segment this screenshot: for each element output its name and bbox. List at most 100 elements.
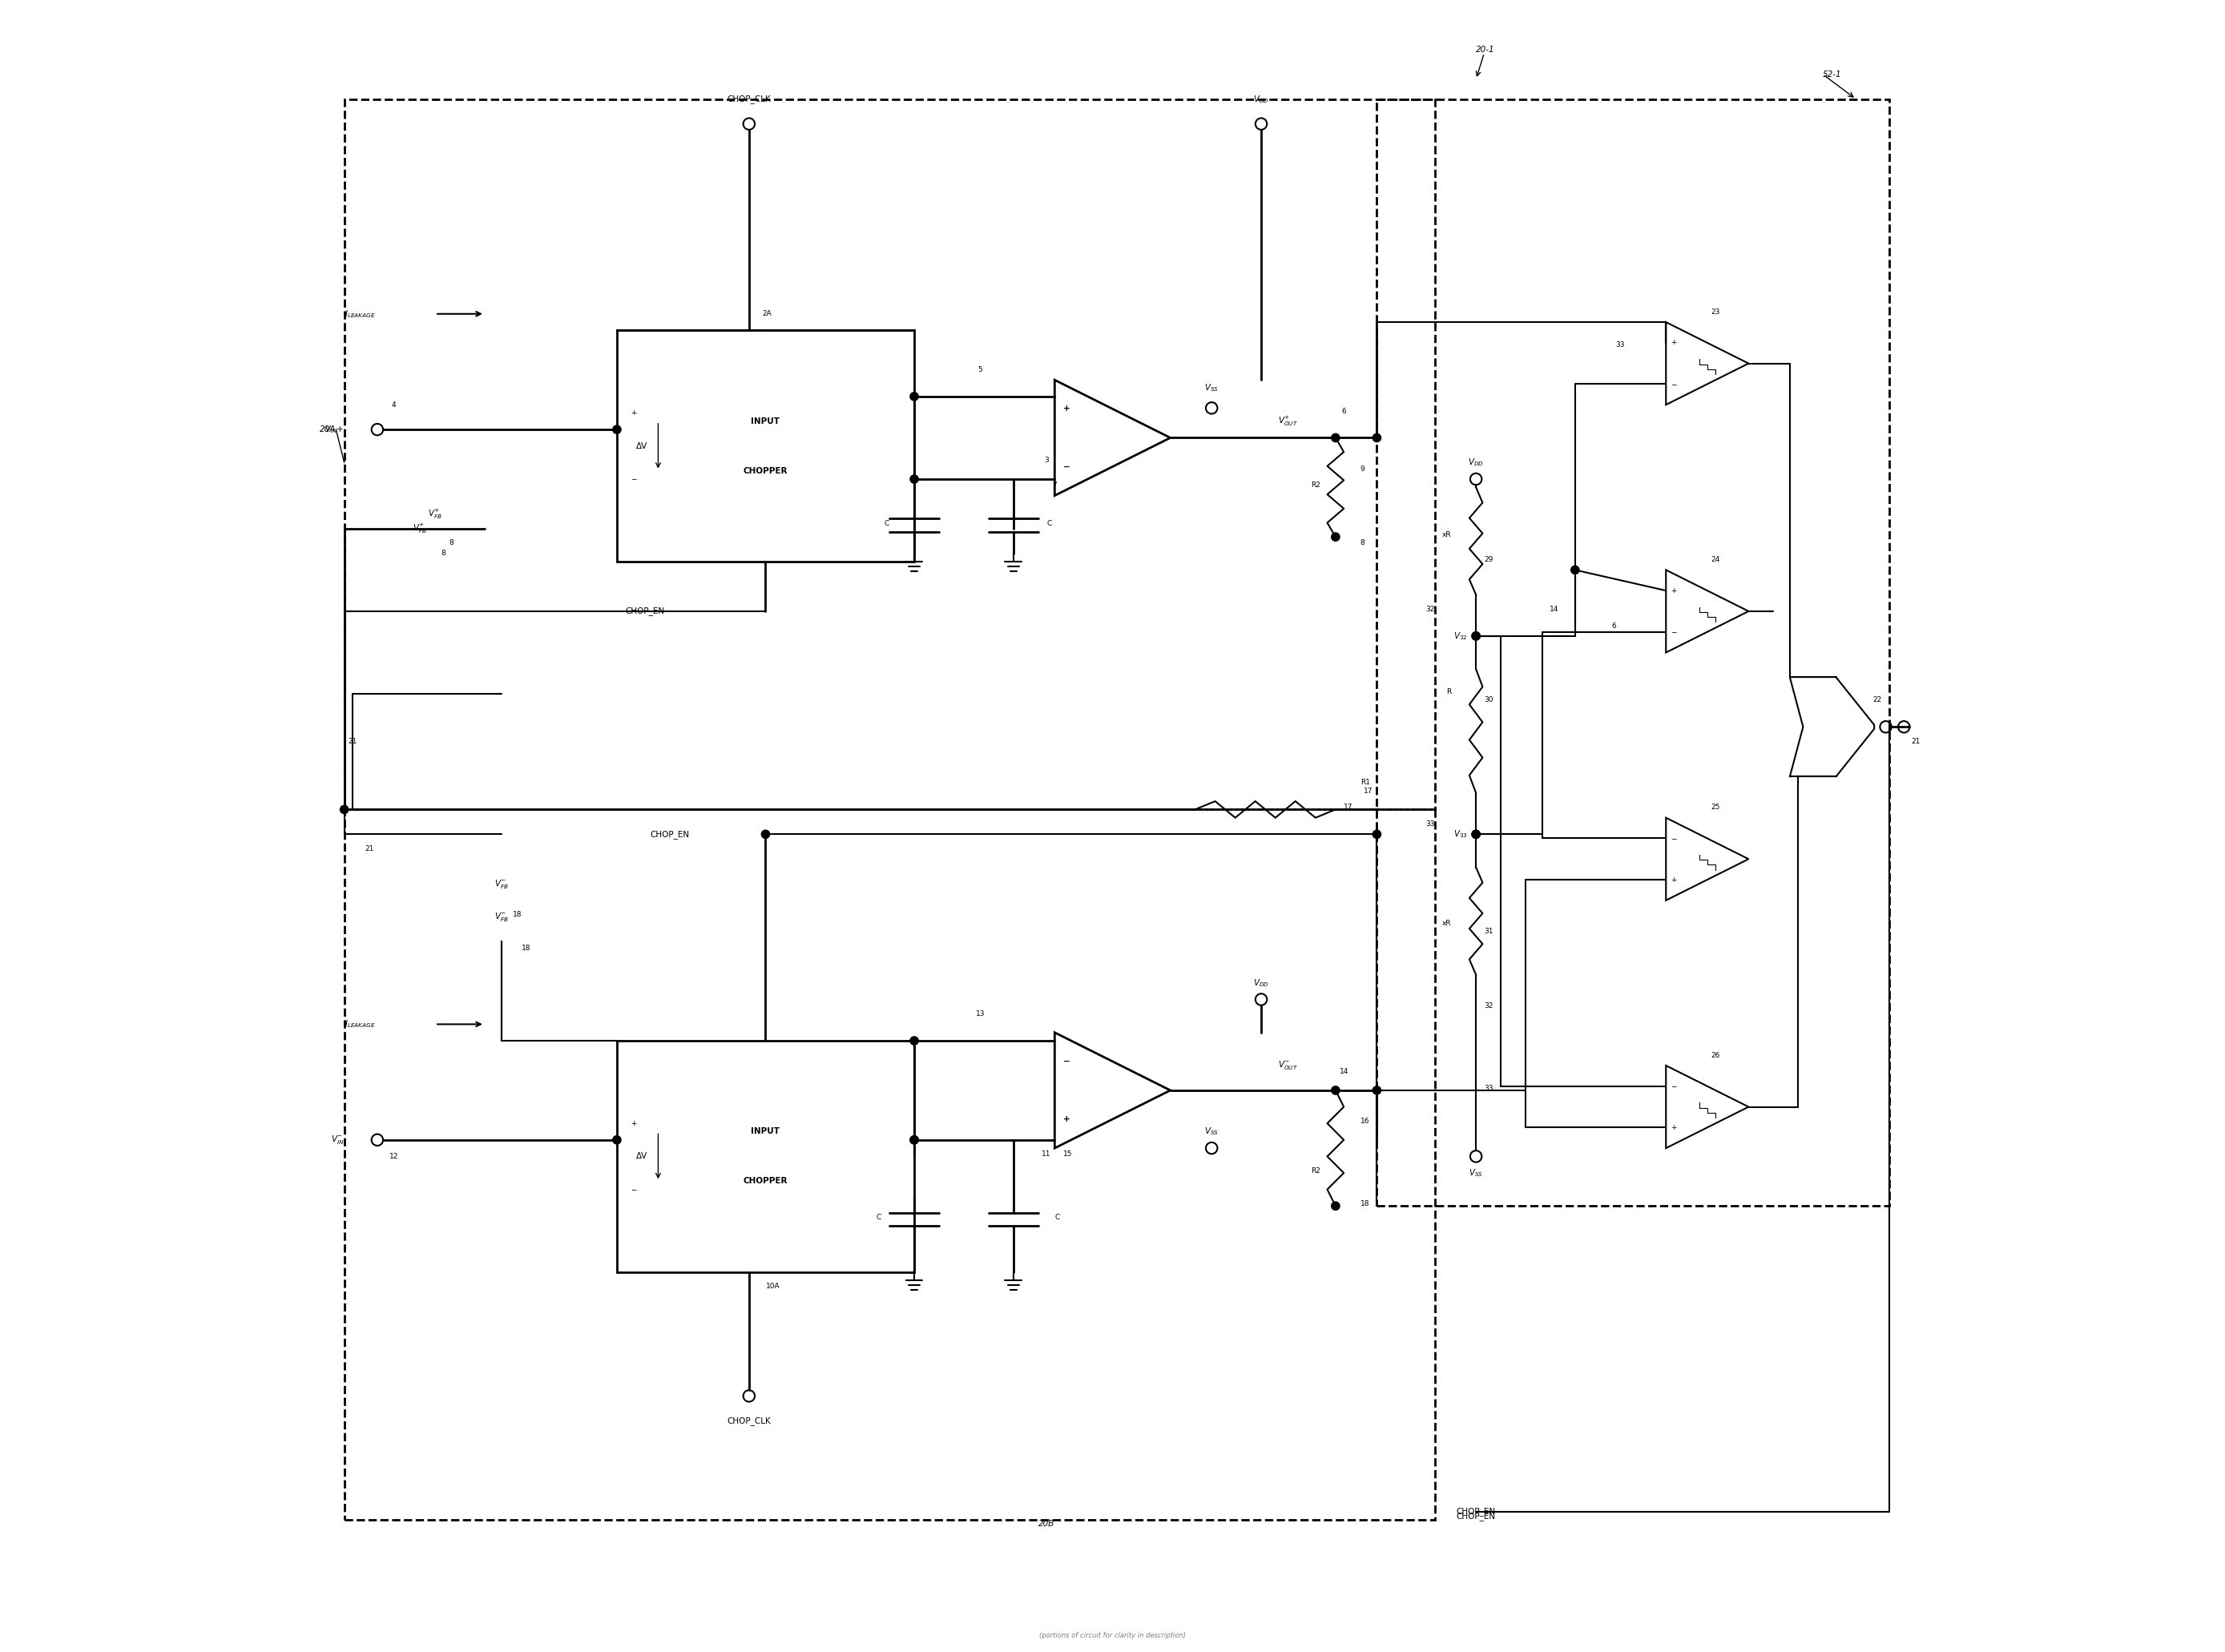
- Text: 15: 15: [1064, 1151, 1072, 1158]
- Text: 18: 18: [1359, 1201, 1371, 1208]
- Text: +: +: [1064, 405, 1070, 413]
- Text: $V_{IN}^{-}$: $V_{IN}^{-}$: [332, 1133, 345, 1146]
- Text: ΔV: ΔV: [636, 443, 647, 449]
- Text: CHOP_EN: CHOP_EN: [650, 829, 690, 839]
- Text: $V_{OUT}^{+}$: $V_{OUT}^{+}$: [1277, 415, 1297, 428]
- Text: $V_{33}$: $V_{33}$: [1453, 829, 1468, 839]
- Text: 33: 33: [1615, 342, 1624, 349]
- Text: R: R: [1446, 689, 1451, 695]
- Text: 25: 25: [1711, 805, 1720, 811]
- Text: CHOP_EN: CHOP_EN: [1457, 1507, 1495, 1517]
- Text: +: +: [630, 1120, 636, 1127]
- Text: R2: R2: [1311, 1168, 1319, 1175]
- Circle shape: [910, 1137, 919, 1143]
- Text: $V_{SS}$: $V_{SS}$: [1204, 383, 1219, 393]
- Text: 2A: 2A: [763, 311, 772, 317]
- Text: $V_{FB}^{+}$: $V_{FB}^{+}$: [412, 522, 427, 535]
- Text: 17: 17: [1364, 788, 1373, 795]
- Text: CHOP_CLK: CHOP_CLK: [728, 1416, 772, 1426]
- Text: −: −: [630, 1186, 636, 1193]
- Text: 52-1: 52-1: [1822, 71, 1842, 78]
- Circle shape: [1471, 631, 1480, 639]
- Text: $V_{DD}$: $V_{DD}$: [1253, 94, 1268, 104]
- Text: 24: 24: [1711, 557, 1720, 563]
- Circle shape: [1331, 532, 1339, 540]
- Text: +: +: [1671, 586, 1678, 595]
- Circle shape: [1373, 433, 1382, 441]
- Text: CHOP_EN: CHOP_EN: [625, 606, 665, 616]
- Circle shape: [1471, 829, 1480, 838]
- Text: $I_{LEAKAGE}$: $I_{LEAKAGE}$: [345, 309, 376, 319]
- Text: $V_{OUT}^{-}$: $V_{OUT}^{-}$: [1277, 1059, 1297, 1072]
- Text: 14: 14: [1339, 1069, 1348, 1075]
- Text: +: +: [630, 410, 636, 416]
- Text: +: +: [1671, 1123, 1678, 1132]
- Text: 14: 14: [1549, 606, 1557, 613]
- Circle shape: [612, 1137, 621, 1143]
- Text: $V_{FB}^{+}$: $V_{FB}^{+}$: [427, 507, 443, 520]
- Text: 11: 11: [1041, 1151, 1050, 1158]
- Text: +: +: [1064, 1115, 1070, 1123]
- Text: 8: 8: [441, 550, 445, 557]
- Text: R2: R2: [1311, 482, 1319, 489]
- Text: $V_{DD}$: $V_{DD}$: [1253, 978, 1268, 988]
- Text: $V_{32}$: $V_{32}$: [1453, 631, 1468, 641]
- Circle shape: [1571, 565, 1580, 573]
- Text: R1: R1: [1359, 780, 1371, 786]
- Text: CHOP_CLK: CHOP_CLK: [728, 94, 772, 104]
- Text: 4: 4: [392, 401, 396, 408]
- Circle shape: [1331, 1087, 1339, 1094]
- Text: (portions of circuit for clarity in description): (portions of circuit for clarity in desc…: [1039, 1632, 1186, 1639]
- Text: 8: 8: [449, 540, 454, 547]
- Text: 18: 18: [514, 912, 523, 919]
- Text: −: −: [1671, 1082, 1678, 1090]
- Circle shape: [1471, 829, 1480, 838]
- Text: −: −: [1064, 1057, 1070, 1066]
- Text: 6: 6: [1342, 408, 1346, 415]
- Circle shape: [910, 1037, 919, 1044]
- Text: 20B: 20B: [1039, 1520, 1055, 1528]
- Text: C: C: [886, 520, 890, 527]
- Circle shape: [761, 829, 770, 838]
- Bar: [345, 809, 1435, 1520]
- Text: −: −: [1671, 834, 1678, 843]
- Circle shape: [1471, 631, 1480, 639]
- Text: −: −: [1064, 463, 1070, 471]
- Text: 8: 8: [1359, 540, 1364, 547]
- Text: INPUT: INPUT: [752, 418, 781, 425]
- Bar: [345, 99, 1435, 809]
- Text: $V_{SS}$: $V_{SS}$: [1204, 1127, 1219, 1137]
- Circle shape: [1331, 1203, 1339, 1209]
- Text: 21: 21: [365, 846, 374, 852]
- Text: $I_{LEAKAGE}$: $I_{LEAKAGE}$: [345, 1019, 376, 1029]
- Text: ΔV: ΔV: [636, 1153, 647, 1160]
- Text: 30: 30: [1484, 697, 1493, 704]
- Text: $V_{IN}$+: $V_{IN}$+: [325, 425, 345, 434]
- Text: −: −: [1671, 380, 1678, 388]
- Circle shape: [340, 805, 349, 813]
- Text: 16: 16: [1359, 1118, 1371, 1125]
- Text: 10A: 10A: [765, 1284, 779, 1290]
- Circle shape: [910, 1137, 919, 1143]
- Text: $V_{DD}$: $V_{DD}$: [1468, 458, 1484, 468]
- Circle shape: [612, 425, 621, 433]
- Circle shape: [1373, 1087, 1382, 1094]
- Text: 33: 33: [1484, 1085, 1493, 1092]
- Circle shape: [1373, 829, 1382, 838]
- Text: 12: 12: [389, 1153, 398, 1160]
- Text: 7: 7: [1052, 482, 1057, 489]
- Text: INPUT: INPUT: [752, 1128, 781, 1135]
- Text: $V_{FB}^{-}$: $V_{FB}^{-}$: [494, 910, 507, 923]
- Text: xR: xR: [1442, 920, 1451, 927]
- Text: 33: 33: [1426, 821, 1435, 828]
- Text: −: −: [1671, 628, 1678, 636]
- Text: 3: 3: [1044, 458, 1048, 464]
- Text: 21: 21: [1911, 738, 1920, 745]
- Text: 13: 13: [977, 1011, 986, 1018]
- Text: 18: 18: [521, 945, 530, 952]
- Text: 23: 23: [1711, 309, 1720, 316]
- Text: 26: 26: [1711, 1052, 1720, 1059]
- Bar: [1377, 99, 1889, 1206]
- Text: 20A: 20A: [320, 426, 336, 433]
- Circle shape: [910, 476, 919, 482]
